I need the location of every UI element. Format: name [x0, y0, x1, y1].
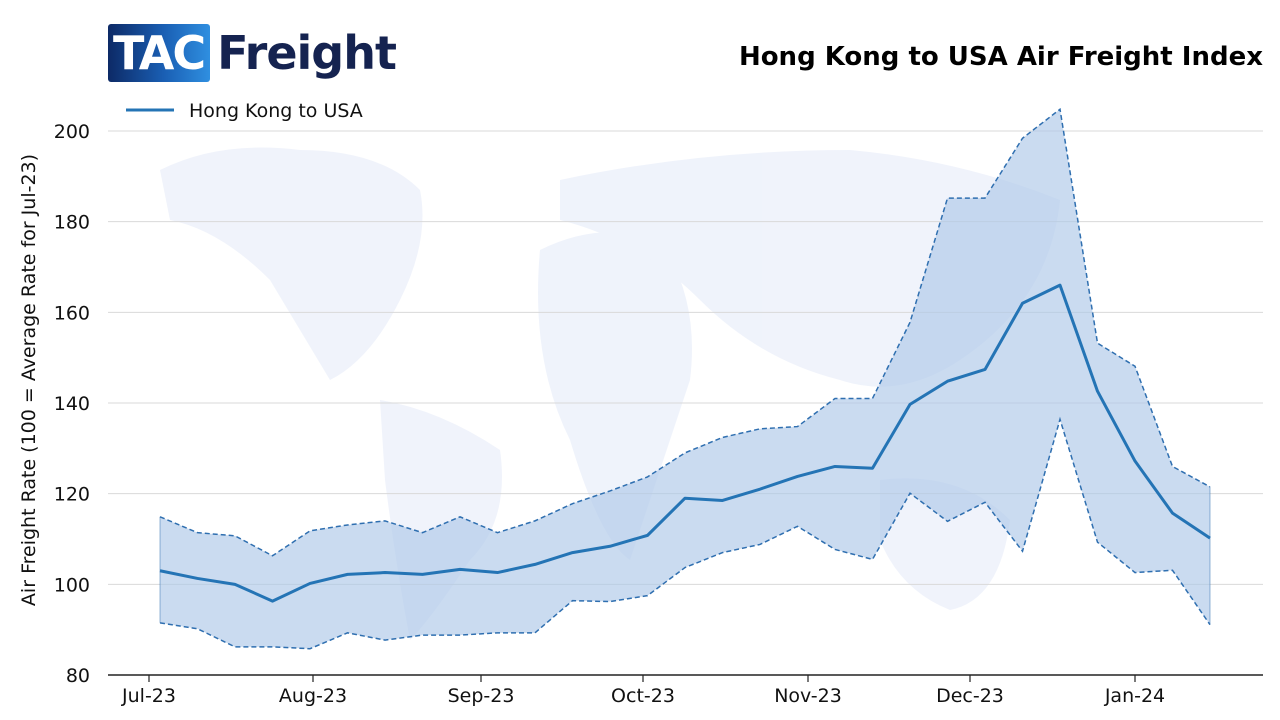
logo-text: Freight: [217, 26, 397, 80]
median-polyline: [159, 283, 1211, 603]
range-band: [159, 107, 1211, 650]
y-tick-label: 140: [54, 393, 90, 415]
logo-badge: TAC: [108, 24, 211, 82]
x-tick-label: Aug-23: [279, 685, 347, 707]
x-tick-label: Oct-23: [611, 685, 675, 707]
chart-title: Hong Kong to USA Air Freight Index: [738, 42, 1263, 72]
y-tick-label: 160: [54, 302, 90, 324]
y-tick-label: 80: [66, 665, 90, 687]
x-tick-label: Nov-23: [774, 685, 842, 707]
x-tick-label: Dec-23: [936, 685, 1004, 707]
legend: Hong Kong to USA: [126, 100, 363, 122]
y-tick-label: 200: [54, 121, 90, 143]
world-map-background: [160, 147, 1060, 640]
legend-label: Hong Kong to USA: [189, 100, 363, 122]
x-tick-label: Sep-23: [448, 685, 515, 707]
y-tick-label: 100: [54, 574, 90, 596]
x-tick-label: Jul-23: [121, 685, 176, 707]
y-tick-label: 180: [54, 212, 90, 234]
upper-bound-line: [159, 107, 1211, 557]
y-axis-label: Air Freight Rate (100 = Average Rate for…: [18, 154, 40, 606]
y-tick-label: 120: [54, 484, 90, 506]
tac-freight-logo: TAC Freight: [108, 24, 397, 82]
band-fill: [160, 109, 1210, 649]
x-tick-label: Jan-24: [1104, 685, 1165, 707]
axes: 80 100 120 140 160 180 200 Jul-23 Aug-23 Sep-23 Oc…: [54, 121, 1263, 707]
lower-bound-line: [159, 416, 1211, 650]
median-line: [159, 283, 1211, 603]
